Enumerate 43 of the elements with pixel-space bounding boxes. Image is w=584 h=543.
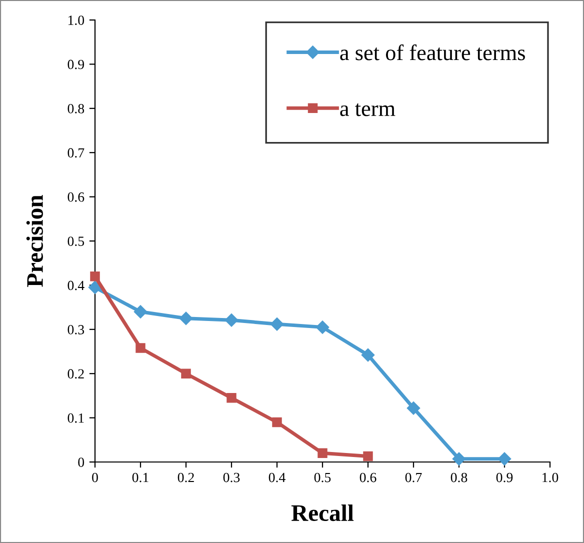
point <box>361 348 375 362</box>
x-tick-label: 0.1 <box>132 472 148 482</box>
y-tick-label: 0.4 <box>68 280 84 290</box>
x-tick-label: 0.6 <box>360 472 376 482</box>
point <box>363 451 373 462</box>
x-tick-label: 0.4 <box>268 472 286 482</box>
legend-label: a term <box>340 103 396 116</box>
point <box>90 272 100 282</box>
x-tick-label: 0.5 <box>314 472 331 482</box>
x-tick-label: 0 <box>92 472 98 482</box>
y-tick-label: 0.6 <box>68 192 84 202</box>
x-tick-label: 1.0 <box>542 472 558 482</box>
point <box>270 318 284 331</box>
point <box>224 314 238 327</box>
point <box>272 417 282 428</box>
point <box>134 305 148 318</box>
x-tick-label: 0.8 <box>450 472 468 482</box>
y-tick-label: 0.1 <box>68 413 84 423</box>
y-tick-label: 1.0 <box>68 16 84 26</box>
point <box>181 368 191 378</box>
point <box>498 452 512 466</box>
x-tick-label: 0.9 <box>496 472 513 482</box>
y-tick-label: 0.9 <box>68 60 84 70</box>
point <box>226 393 236 403</box>
point <box>318 448 328 458</box>
point <box>452 452 466 466</box>
point <box>136 343 146 353</box>
point <box>406 401 420 415</box>
y-tick-label: 0.8 <box>68 104 84 114</box>
point <box>316 320 330 334</box>
point <box>179 312 193 325</box>
y-tick-label: 0.2 <box>68 369 84 379</box>
x-axis-title: Recall <box>291 504 354 522</box>
x-tick-label: 0.7 <box>405 472 422 482</box>
legend-label: a set of feature terms <box>340 44 525 60</box>
x-tick-label: 0.3 <box>223 472 240 482</box>
y-axis-title: Precision <box>26 195 43 287</box>
y-tick-label: 0.5 <box>68 236 84 246</box>
y-tick-label: 0.3 <box>68 324 84 334</box>
x-tick-label: 0.2 <box>178 472 194 482</box>
point <box>88 280 102 294</box>
y-tick-label: 0.7 <box>68 148 84 158</box>
y-tick-label: 0 <box>78 458 84 467</box>
